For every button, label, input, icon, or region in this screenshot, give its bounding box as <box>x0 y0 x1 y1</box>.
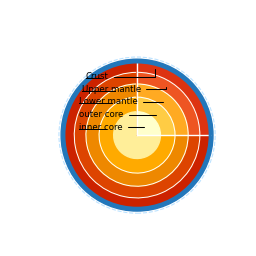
Wedge shape <box>137 62 210 135</box>
Wedge shape <box>137 97 175 135</box>
Wedge shape <box>137 72 200 135</box>
Ellipse shape <box>122 168 134 178</box>
Wedge shape <box>137 112 161 135</box>
Ellipse shape <box>110 116 123 142</box>
Wedge shape <box>64 62 210 208</box>
Text: Lower mantle: Lower mantle <box>79 97 163 106</box>
Ellipse shape <box>110 116 123 142</box>
Wedge shape <box>64 62 210 208</box>
Ellipse shape <box>170 152 180 159</box>
Ellipse shape <box>169 123 175 130</box>
Ellipse shape <box>106 92 121 111</box>
Ellipse shape <box>106 92 121 111</box>
Circle shape <box>64 62 210 208</box>
Ellipse shape <box>170 152 180 159</box>
Wedge shape <box>99 97 175 173</box>
Text: inner core: inner core <box>79 123 144 132</box>
Ellipse shape <box>122 168 134 178</box>
Wedge shape <box>74 72 200 198</box>
Ellipse shape <box>169 123 175 130</box>
Text: Upper mantle: Upper mantle <box>82 85 166 94</box>
Wedge shape <box>114 112 161 158</box>
Wedge shape <box>86 84 188 186</box>
Text: outer core: outer core <box>79 110 156 119</box>
Circle shape <box>61 59 213 211</box>
Text: Crust: Crust <box>86 69 155 81</box>
Wedge shape <box>137 84 188 135</box>
